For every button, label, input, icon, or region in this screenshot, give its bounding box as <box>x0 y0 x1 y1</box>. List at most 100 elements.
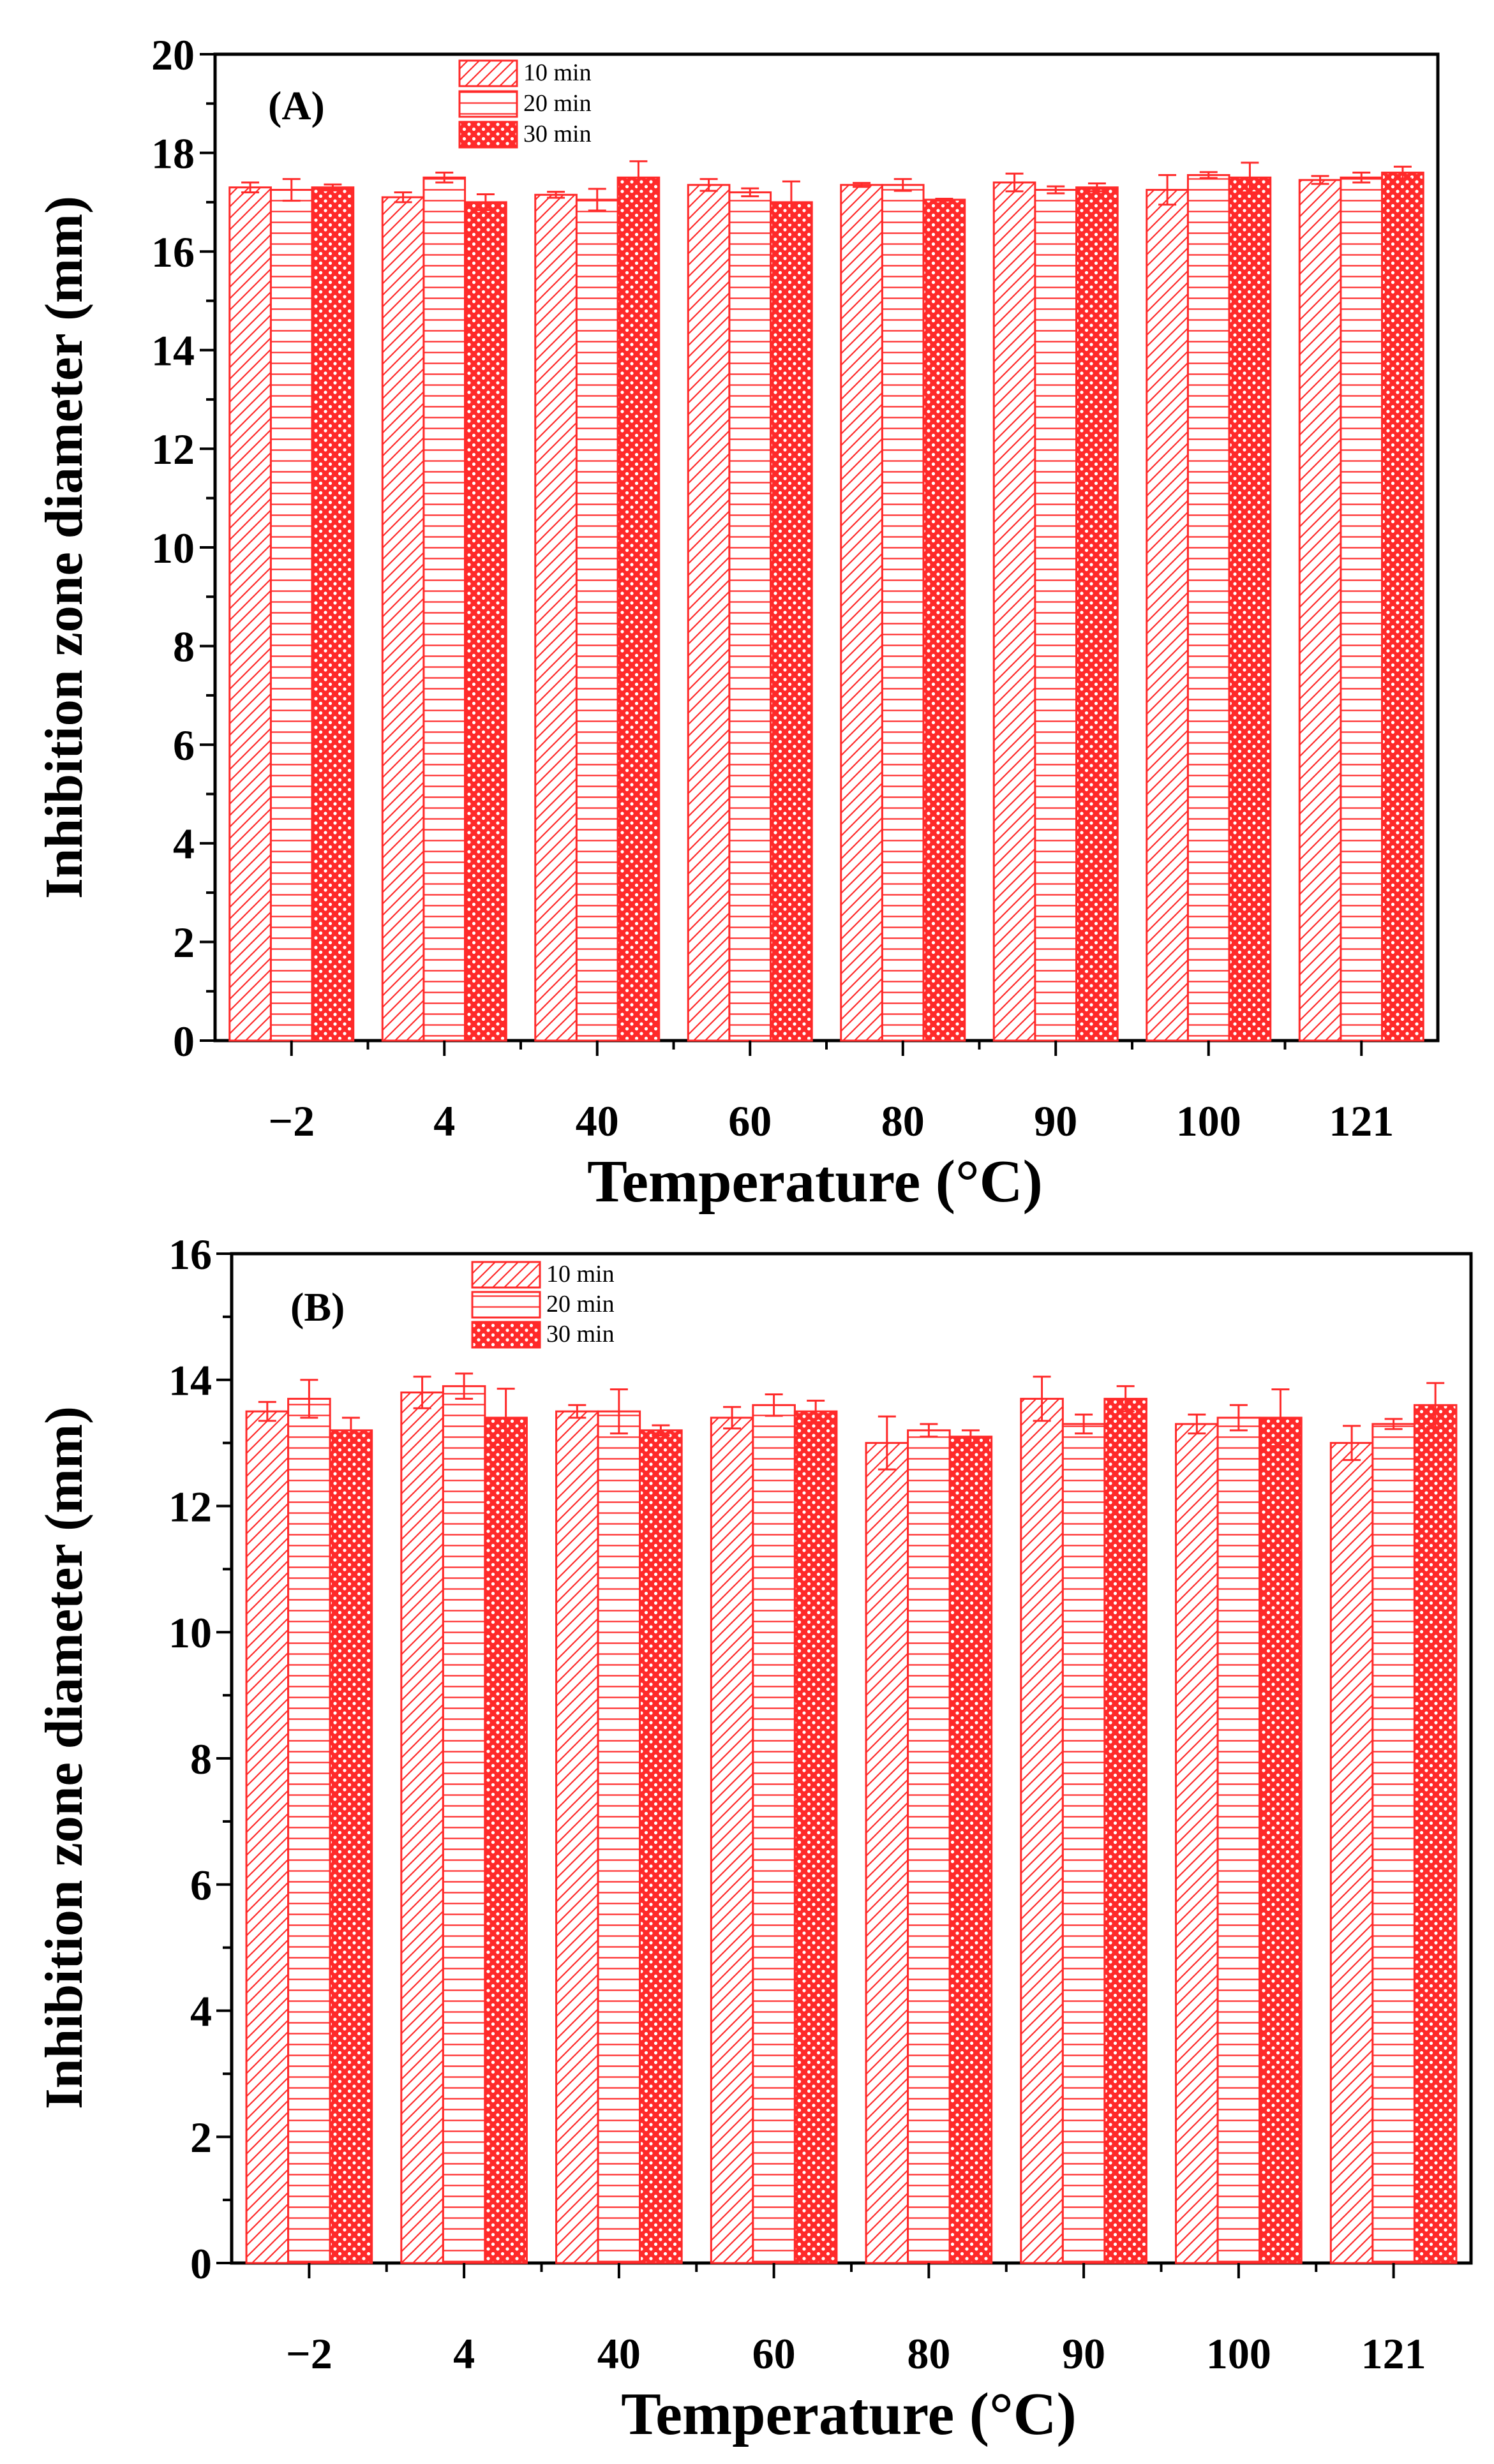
bar <box>992 181 1036 1042</box>
bar <box>1298 179 1342 1042</box>
bar <box>381 196 425 1042</box>
y-tick-label: 14 <box>151 327 195 375</box>
bar <box>228 186 272 1042</box>
legend-label: 30 min <box>523 121 592 147</box>
legend: 10 min 20 min 30 min <box>471 1261 615 1349</box>
legend-label: 20 min <box>523 90 592 117</box>
x-tick-label: 4 <box>433 1097 455 1145</box>
bar <box>1413 1404 1458 2264</box>
chart-panel-b: 0 2 4 6 8 10 12 14 16 −2 4 40 60 80 90 100 121 (B) 10 m… <box>34 1230 1473 2447</box>
legend-swatch <box>471 1291 541 1319</box>
x-tick-label: 121 <box>1361 2329 1426 2378</box>
x-tick-label: 60 <box>752 2329 796 2378</box>
y-tick-label: 14 <box>168 1356 212 1405</box>
bar <box>1175 1423 1219 2264</box>
bar <box>597 1410 641 2264</box>
x-tick-label: 90 <box>1034 1097 1077 1145</box>
bar <box>881 184 925 1042</box>
y-tick-label: 16 <box>151 228 195 276</box>
panel-label: (B) <box>290 1284 345 1330</box>
y-tick-label: 2 <box>173 918 195 967</box>
bar <box>1061 1423 1106 2264</box>
legend-label: 20 min <box>546 1291 615 1317</box>
x-axis-title: Temperature (°C) <box>587 1148 1043 1215</box>
bar <box>1020 1397 1064 2264</box>
bar <box>534 193 578 1042</box>
bar <box>1329 1442 1374 2264</box>
bar <box>575 198 619 1042</box>
x-tick-label: 80 <box>881 1097 925 1145</box>
bar <box>484 1416 528 2264</box>
bar <box>907 1429 951 2264</box>
y-axis: 0 2 4 6 8 10 12 14 16 18 20 <box>151 31 215 1065</box>
y-tick-label: 2 <box>190 2113 212 2162</box>
bar <box>770 201 813 1042</box>
bar <box>311 186 355 1042</box>
bar <box>793 1410 838 2264</box>
y-axis-title: Inhibition zone diameter (mm) <box>34 196 94 899</box>
x-tick-label: 100 <box>1206 2329 1271 2378</box>
y-tick-label: 18 <box>151 129 195 177</box>
y-tick-label: 10 <box>151 524 195 572</box>
bar <box>639 1429 683 2264</box>
x-tick-label: 60 <box>728 1097 772 1145</box>
legend: 10 min 20 min 30 min <box>458 59 592 149</box>
bar <box>922 198 966 1042</box>
bar <box>555 1410 599 2264</box>
bar <box>1340 176 1384 1042</box>
y-tick-label: 12 <box>168 1482 212 1531</box>
bar <box>329 1429 373 2264</box>
bar <box>616 176 661 1042</box>
panel-label: (A) <box>268 83 325 128</box>
legend-label: 10 min <box>546 1261 615 1288</box>
x-tick-label: 80 <box>907 2329 950 2378</box>
bar <box>728 191 772 1042</box>
bar <box>1146 189 1189 1042</box>
bar <box>687 184 731 1042</box>
bar <box>1228 176 1272 1042</box>
bar <box>269 189 313 1042</box>
bars-group <box>245 1372 1458 2264</box>
x-tick-label: 121 <box>1329 1097 1394 1145</box>
x-tick-label: −2 <box>286 2329 332 2378</box>
bar <box>1103 1397 1147 2264</box>
legend-swatch <box>458 59 518 87</box>
legend-swatch <box>458 90 518 118</box>
x-axis-title: Temperature (°C) <box>621 2381 1077 2447</box>
bar <box>865 1442 909 2264</box>
bar <box>287 1397 331 2264</box>
y-axis: 0 2 4 6 8 10 12 14 16 <box>168 1230 232 2288</box>
bar <box>1186 174 1230 1042</box>
legend-label: 30 min <box>546 1321 615 1347</box>
bar <box>1034 189 1078 1042</box>
bar <box>245 1410 290 2264</box>
y-tick-label: 4 <box>190 1987 212 2035</box>
bar <box>752 1404 796 2264</box>
y-tick-label: 6 <box>173 721 195 769</box>
x-tick-label: 90 <box>1062 2329 1105 2378</box>
x-tick-label: 40 <box>597 2329 641 2378</box>
y-tick-label: 20 <box>151 31 195 79</box>
bar <box>1075 186 1119 1042</box>
bar <box>1216 1416 1261 2264</box>
y-tick-label: 16 <box>168 1230 212 1279</box>
legend-swatch <box>471 1261 541 1289</box>
y-tick-label: 4 <box>173 820 195 868</box>
bar <box>1259 1416 1303 2264</box>
x-tick-label: 100 <box>1176 1097 1241 1145</box>
legend-swatch <box>471 1321 541 1349</box>
y-tick-label: 6 <box>190 1861 212 1910</box>
bar <box>422 176 467 1042</box>
x-tick-label: 40 <box>576 1097 619 1145</box>
y-tick-label: 0 <box>190 2239 212 2288</box>
x-axis: −2 4 40 60 80 90 100 121 <box>268 1041 1394 1145</box>
bar <box>400 1392 444 2264</box>
y-tick-label: 0 <box>173 1017 195 1065</box>
y-tick-label: 10 <box>168 1608 212 1657</box>
y-tick-label: 8 <box>190 1735 212 1783</box>
bar <box>1371 1423 1416 2264</box>
legend-label: 10 min <box>523 59 592 86</box>
y-tick-label: 8 <box>173 622 195 671</box>
